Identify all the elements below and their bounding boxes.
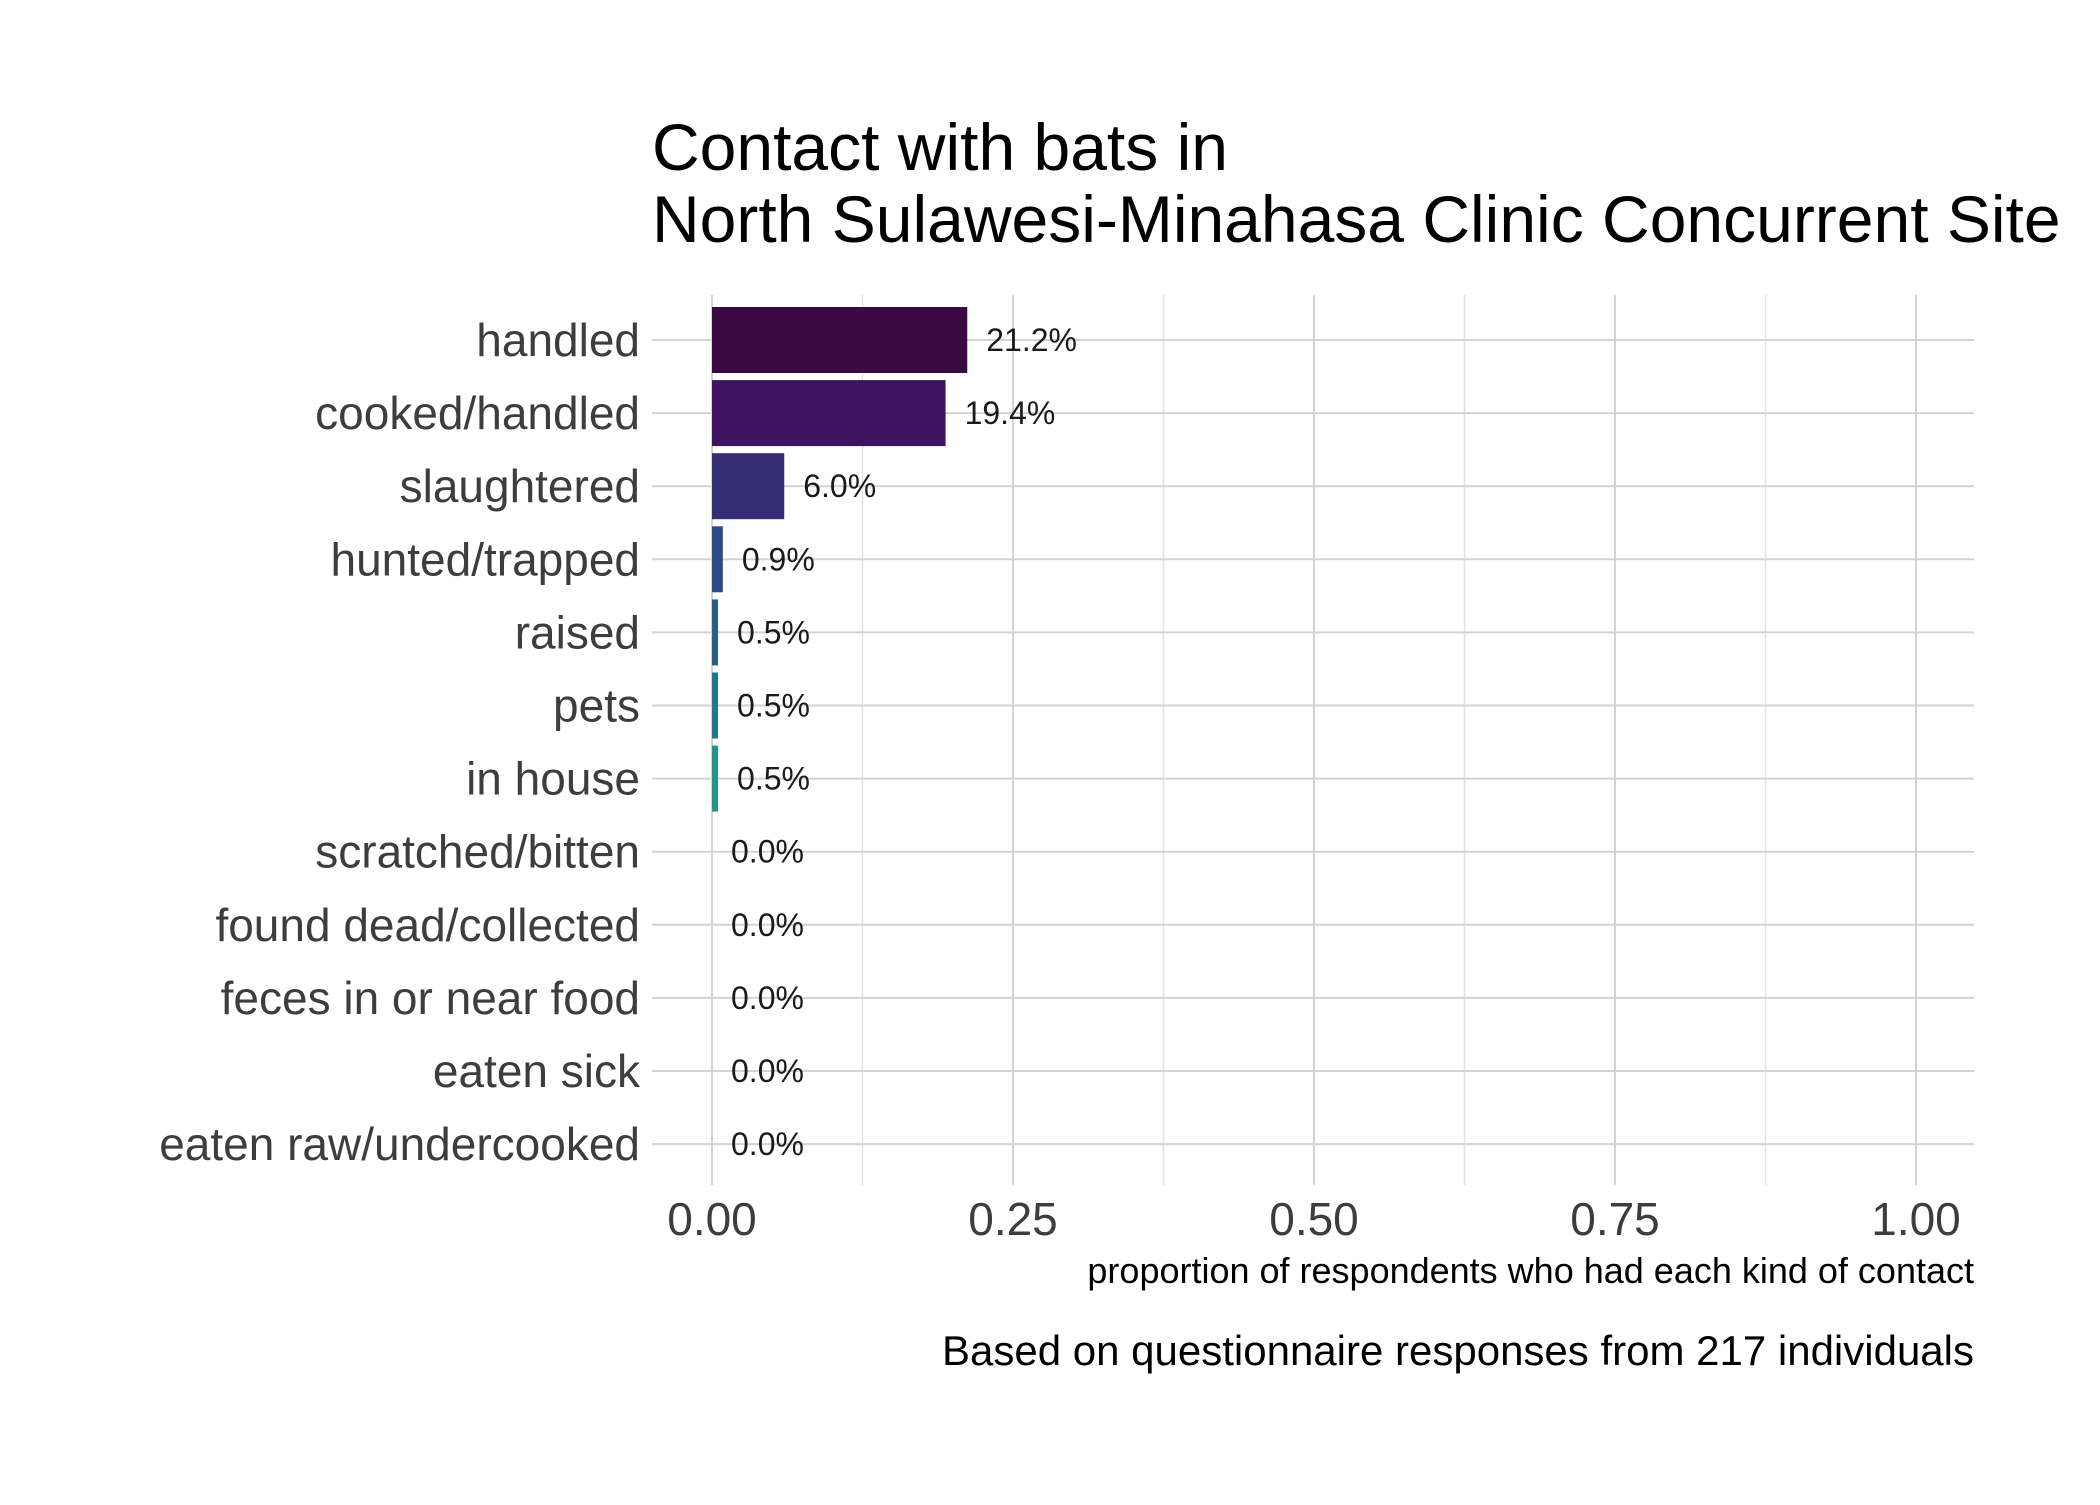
- data-label: 19.4%: [965, 395, 1056, 431]
- x-tick-label: 0.00: [667, 1193, 757, 1245]
- chart-title-line-1: Contact with bats in: [652, 110, 1228, 184]
- data-label: 0.5%: [737, 614, 810, 650]
- category-label: scratched/bitten: [315, 826, 640, 878]
- bar: [712, 599, 719, 666]
- bar: [712, 380, 946, 447]
- bar: [712, 672, 719, 739]
- data-label: 21.2%: [986, 322, 1077, 358]
- x-tick-label: 1.00: [1871, 1193, 1961, 1245]
- category-label: found dead/collected: [215, 899, 640, 951]
- data-label: 0.0%: [731, 980, 804, 1016]
- data-label: 6.0%: [803, 468, 876, 504]
- label-layer: 0.00 0.25 0.50 0.75 1.00 handled 21.2% cooked/h…: [159, 314, 1961, 1245]
- category-label: in house: [466, 753, 640, 805]
- category-label: cooked/handled: [315, 387, 640, 439]
- data-label: 0.5%: [737, 761, 810, 797]
- x-tick-label: 0.25: [968, 1193, 1058, 1245]
- category-label: slaughtered: [400, 460, 640, 512]
- chart-title-line-2: North Sulawesi-Minahasa Clinic Concurren…: [652, 182, 2061, 256]
- x-axis-title: proportion of respondents who had each k…: [1087, 1250, 1974, 1291]
- bar-layer: [712, 307, 968, 812]
- bar: [712, 526, 723, 593]
- chart-caption: Based on questionnaire responses from 21…: [942, 1327, 1974, 1374]
- bar: [712, 453, 785, 520]
- x-tick-label: 0.75: [1570, 1193, 1660, 1245]
- category-label: hunted/trapped: [331, 533, 641, 585]
- category-label: raised: [515, 606, 640, 658]
- category-label: handled: [476, 314, 640, 366]
- data-label: 0.0%: [731, 907, 804, 943]
- bar: [712, 307, 968, 373]
- data-label: 0.0%: [731, 1053, 804, 1089]
- bar: [712, 745, 719, 812]
- category-label: pets: [553, 680, 640, 732]
- category-label: eaten sick: [433, 1045, 641, 1097]
- data-label: 0.5%: [737, 688, 810, 724]
- data-label: 0.0%: [731, 1126, 804, 1162]
- category-label: feces in or near food: [221, 972, 640, 1024]
- x-tick-label: 0.50: [1269, 1193, 1359, 1245]
- data-label: 0.9%: [742, 541, 815, 577]
- data-label: 0.0%: [731, 834, 804, 870]
- category-label: eaten raw/undercooked: [159, 1118, 640, 1170]
